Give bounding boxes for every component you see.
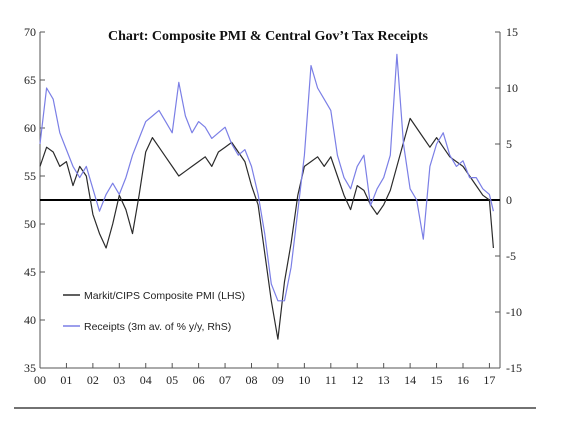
y-left-tick-label: 45 — [24, 265, 36, 279]
y-left-tick-label: 40 — [24, 313, 36, 327]
x-tick-label: 15 — [431, 373, 443, 387]
y-right-tick-label: 15 — [506, 25, 518, 39]
x-tick-label: 04 — [140, 373, 152, 387]
y-left-tick-label: 35 — [24, 361, 36, 375]
y-left-tick-label: 60 — [24, 121, 36, 135]
y-left-tick-label: 50 — [24, 217, 36, 231]
x-tick-label: 16 — [457, 373, 469, 387]
x-tick-label: 00 — [34, 373, 46, 387]
y-right-tick-label: -15 — [506, 361, 522, 375]
series-line-receipts — [39, 53, 494, 302]
x-tick-label: 06 — [193, 373, 205, 387]
x-tick-label: 07 — [219, 373, 231, 387]
y-right-tick-label: -5 — [506, 249, 516, 263]
x-tick-label: 02 — [87, 373, 99, 387]
chart-title: Chart: Composite PMI & Central Gov’t Tax… — [108, 29, 429, 44]
series-line-pmi — [39, 117, 494, 340]
legend-label: Receipts (3m av. of % y/y, RhS) — [84, 321, 231, 333]
legend-label: Markit/CIPS Composite PMI (LHS) — [84, 290, 245, 302]
x-tick-label: 01 — [60, 373, 72, 387]
y-right-tick-label: 10 — [506, 81, 518, 95]
x-tick-label: 11 — [325, 373, 337, 387]
x-tick-label: 13 — [378, 373, 390, 387]
x-tick-label: 12 — [351, 373, 363, 387]
y-right-tick-label: 0 — [506, 193, 512, 207]
x-tick-label: 10 — [298, 373, 310, 387]
y-left-tick-label: 70 — [24, 25, 36, 39]
y-left-tick-label: 65 — [24, 73, 36, 87]
x-tick-label: 17 — [483, 373, 495, 387]
x-tick-label: 14 — [404, 373, 416, 387]
y-left-tick-label: 55 — [24, 169, 36, 183]
x-tick-label: 09 — [272, 373, 284, 387]
y-right-tick-label: -10 — [506, 305, 522, 319]
x-tick-label: 05 — [166, 373, 178, 387]
x-tick-label: 08 — [245, 373, 257, 387]
y-right-tick-label: 5 — [506, 137, 512, 151]
x-tick-label: 03 — [113, 373, 125, 387]
